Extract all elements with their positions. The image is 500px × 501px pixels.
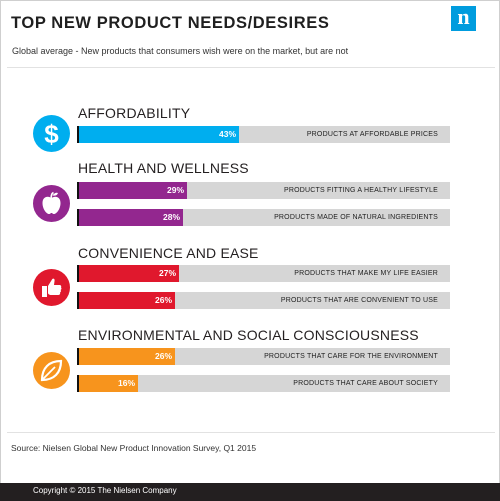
- group-title-health: HEALTH AND WELLNESS: [78, 160, 249, 176]
- group-title-convenience: CONVENIENCE AND EASE: [78, 245, 259, 261]
- leaf-icon: [40, 359, 63, 382]
- bar-category-label: PRODUCTS FITTING A HEALTHY LIFESTYLE: [284, 187, 438, 194]
- apple-icon: [42, 191, 61, 214]
- dollar-icon: $: [44, 119, 59, 149]
- bar-track: 16% PRODUCTS THAT CARE ABOUT SOCIETY: [77, 375, 450, 392]
- bar-baseline: [77, 348, 79, 365]
- bar-value-label: 26%: [154, 295, 172, 305]
- group-title-environment: ENVIRONMENTAL AND SOCIAL CONSCIOUSNESS: [78, 327, 419, 343]
- bar-track: 26% PRODUCTS THAT ARE CONVENIENT TO USE: [77, 292, 450, 309]
- bar-track: 29% PRODUCTS FITTING A HEALTHY LIFESTYLE: [77, 182, 450, 199]
- affordability-icon-circle: $: [33, 115, 70, 152]
- bar-category-label: PRODUCTS AT AFFORDABLE PRICES: [306, 131, 438, 138]
- chart-subtitle: Global average - New products that consu…: [12, 46, 349, 56]
- bar-value-label: 29%: [166, 185, 184, 195]
- bar-track: 26% PRODUCTS THAT CARE FOR THE ENVIRONME…: [77, 348, 450, 365]
- bar-value-label: 43%: [218, 129, 236, 139]
- convenience-icon-circle: [33, 269, 70, 306]
- bar-baseline: [77, 265, 79, 282]
- bar-category-label: PRODUCTS MADE OF NATURAL INGREDIENTS: [274, 214, 438, 221]
- bar-baseline: [77, 292, 79, 309]
- bar-fill: [79, 292, 175, 309]
- bar-track: 43% PRODUCTS AT AFFORDABLE PRICES: [77, 126, 450, 143]
- bar-baseline: [77, 126, 79, 143]
- separator: [7, 67, 495, 68]
- bar-category-label: PRODUCTS THAT MAKE MY LIFE EASIER: [294, 270, 438, 277]
- bar-value-label: 26%: [154, 351, 172, 361]
- bar-fill: [79, 375, 138, 392]
- bar-value-label: 28%: [162, 212, 180, 222]
- bar-baseline: [77, 182, 79, 199]
- bar-fill: [79, 126, 239, 143]
- bar-fill: [79, 182, 187, 199]
- environment-icon-circle: [33, 352, 70, 389]
- source-note: Source: Nielsen Global New Product Innov…: [11, 443, 257, 453]
- group-title-affordability: AFFORDABILITY: [78, 105, 191, 121]
- bar-baseline: [77, 209, 79, 226]
- bar-track: 27% PRODUCTS THAT MAKE MY LIFE EASIER: [77, 265, 450, 282]
- chart-title: TOP NEW PRODUCT NEEDS/DESIRES: [11, 14, 330, 32]
- bar-baseline: [77, 375, 79, 392]
- nielsen-logo: n: [451, 6, 476, 31]
- copyright-text: Copyright © 2015 The Nielsen Company: [33, 486, 177, 495]
- bar-category-label: PRODUCTS THAT CARE FOR THE ENVIRONMENT: [264, 353, 438, 360]
- footer-bar: Copyright © 2015 The Nielsen Company: [0, 483, 500, 501]
- bar-fill: [79, 265, 179, 282]
- bar-category-label: PRODUCTS THAT ARE CONVENIENT TO USE: [280, 297, 438, 304]
- bar-track: 28% PRODUCTS MADE OF NATURAL INGREDIENTS: [77, 209, 450, 226]
- bar-value-label: 16%: [117, 378, 135, 388]
- svg-text:$: $: [44, 119, 59, 149]
- health-icon-circle: [33, 185, 70, 222]
- bar-fill: [79, 348, 175, 365]
- bar-fill: [79, 209, 183, 226]
- bar-category-label: PRODUCTS THAT CARE ABOUT SOCIETY: [293, 380, 438, 387]
- thumbs-up-icon: [42, 278, 62, 297]
- separator: [7, 432, 495, 433]
- bar-value-label: 27%: [158, 268, 176, 278]
